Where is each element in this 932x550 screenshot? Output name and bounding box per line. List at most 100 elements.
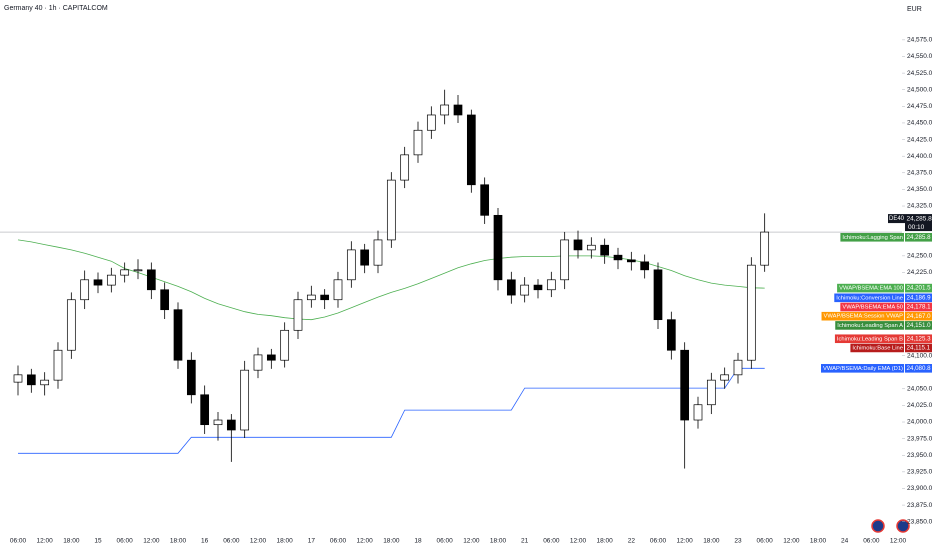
candle-body xyxy=(266,354,276,361)
x-tick-label: 06:00 xyxy=(650,538,667,545)
indicator-name-box xyxy=(821,311,905,321)
candle-body xyxy=(413,129,423,156)
candle-body xyxy=(320,294,330,301)
indicator-value-box xyxy=(905,364,932,373)
y-tick-label: 24,575.0 xyxy=(907,37,932,44)
y-tick-label: 24,475.0 xyxy=(907,103,932,110)
candle-body xyxy=(493,214,503,281)
currency-label: EUR xyxy=(907,6,922,13)
candle-body xyxy=(293,299,303,331)
indicator-value: 24,285.8 xyxy=(907,234,932,241)
candle-body xyxy=(253,354,263,371)
x-tick-label: 18:00 xyxy=(383,538,400,545)
x-tick-label: 12:00 xyxy=(357,538,374,545)
x-tick-label: 06:00 xyxy=(117,538,134,545)
y-tick-label: 23,900.0 xyxy=(907,485,932,492)
indicator-value: 24,151.0 xyxy=(907,322,932,329)
indicator-value-box xyxy=(905,293,932,303)
candle-body xyxy=(720,374,730,381)
candle-body xyxy=(346,249,356,281)
chart-title: Germany 40 · 1h · CAPITALCOM xyxy=(4,5,108,12)
y-tick-label: 24,425.0 xyxy=(907,136,932,143)
x-tick-label: 06:00 xyxy=(330,538,347,545)
x-tick-label: 18:00 xyxy=(170,538,187,545)
y-tick-label: 24,375.0 xyxy=(907,170,932,177)
y-tick-label: 24,325.0 xyxy=(907,203,932,210)
candle-body xyxy=(733,359,743,376)
y-tick-label: 23,850.0 xyxy=(907,518,932,525)
indicator-value: 24,080.8 xyxy=(907,365,932,372)
x-tick-label: 16 xyxy=(201,538,209,545)
candle-body xyxy=(26,374,36,386)
x-tick-label: 12:00 xyxy=(677,538,694,545)
indicator-name: VWAP/BSEMA:Session VWAP xyxy=(824,314,904,320)
indicator-value: 24,115.1 xyxy=(907,345,931,352)
x-tick-label: 06:00 xyxy=(437,538,454,545)
y-tick-label: 24,450.0 xyxy=(907,120,932,127)
y-tick-label: 24,250.0 xyxy=(907,253,932,260)
candle-body xyxy=(746,264,756,361)
candle-body xyxy=(466,114,476,186)
y-tick-label: 24,400.0 xyxy=(907,153,932,160)
last-price-box xyxy=(905,214,932,232)
candle-body xyxy=(360,249,370,266)
indicator-name: Ichimoku:Lagging Span xyxy=(842,235,903,241)
candle-body xyxy=(280,329,290,361)
indicator-name: Ichimoku:Base Line xyxy=(852,345,903,351)
x-tick-label: 12:00 xyxy=(143,538,160,545)
candle-body xyxy=(106,274,116,286)
logo-icon[interactable] xyxy=(871,519,885,533)
candle-body xyxy=(333,279,343,301)
indicator-name: VWAP/BSEMA:EMA 100 xyxy=(839,286,903,292)
indicator-value: 24,125.3 xyxy=(907,335,932,342)
symbol-label: DE40 xyxy=(889,216,905,222)
indicator-value-box xyxy=(905,343,932,353)
candle-body xyxy=(186,359,196,396)
candle-body xyxy=(213,419,223,426)
x-tick-label: 18:00 xyxy=(810,538,827,545)
symbol-box xyxy=(888,214,905,224)
candle-body xyxy=(400,154,410,181)
settings-icon[interactable] xyxy=(896,519,910,533)
indicator-value-box xyxy=(905,311,932,321)
candle-body xyxy=(586,244,596,251)
candle-body xyxy=(226,419,236,431)
indicator-name: VWAP/BSEMA:Daily EMA (D1) xyxy=(823,366,903,372)
candle-body xyxy=(120,269,130,276)
x-tick-label: 23 xyxy=(734,538,742,545)
indicator-value-box xyxy=(905,321,932,330)
indicator-value-box xyxy=(905,302,932,312)
x-tick-label: 18 xyxy=(414,538,422,545)
candle-body xyxy=(626,259,636,263)
indicator-name-box xyxy=(840,302,904,312)
candle-body xyxy=(653,269,663,321)
indicator-name: Ichimoku:Leading Span B xyxy=(837,336,903,342)
x-tick-label: 18:00 xyxy=(490,538,507,545)
candle-body xyxy=(133,269,143,272)
candle-body xyxy=(160,289,170,311)
indicator-value: 24,178.1 xyxy=(907,304,932,311)
candle-body xyxy=(440,104,450,116)
y-tick-label: 23,925.0 xyxy=(907,469,932,476)
x-tick-label: 24 xyxy=(841,538,849,545)
indicator-name-box xyxy=(837,283,904,293)
candle-body xyxy=(706,379,716,406)
candle-body xyxy=(80,279,90,301)
indicator-value-box xyxy=(905,232,932,242)
indicator-name-box xyxy=(821,364,905,373)
x-tick-label: 17 xyxy=(308,538,316,545)
candle-body xyxy=(306,294,316,301)
candle-body xyxy=(426,114,436,131)
countdown-label: 00:10 xyxy=(908,224,925,231)
indicator-name: VWAP/BSEMA:EMA 50 xyxy=(842,305,903,311)
x-tick-label: 12:00 xyxy=(250,538,267,545)
indicator-value: 24,186.9 xyxy=(907,294,932,301)
candle-body xyxy=(146,269,156,291)
y-tick-label: 24,025.0 xyxy=(907,402,932,409)
candle-body xyxy=(66,299,76,351)
candle-body xyxy=(53,349,63,381)
indicator-value-box xyxy=(905,283,932,293)
candle-body xyxy=(200,394,210,426)
